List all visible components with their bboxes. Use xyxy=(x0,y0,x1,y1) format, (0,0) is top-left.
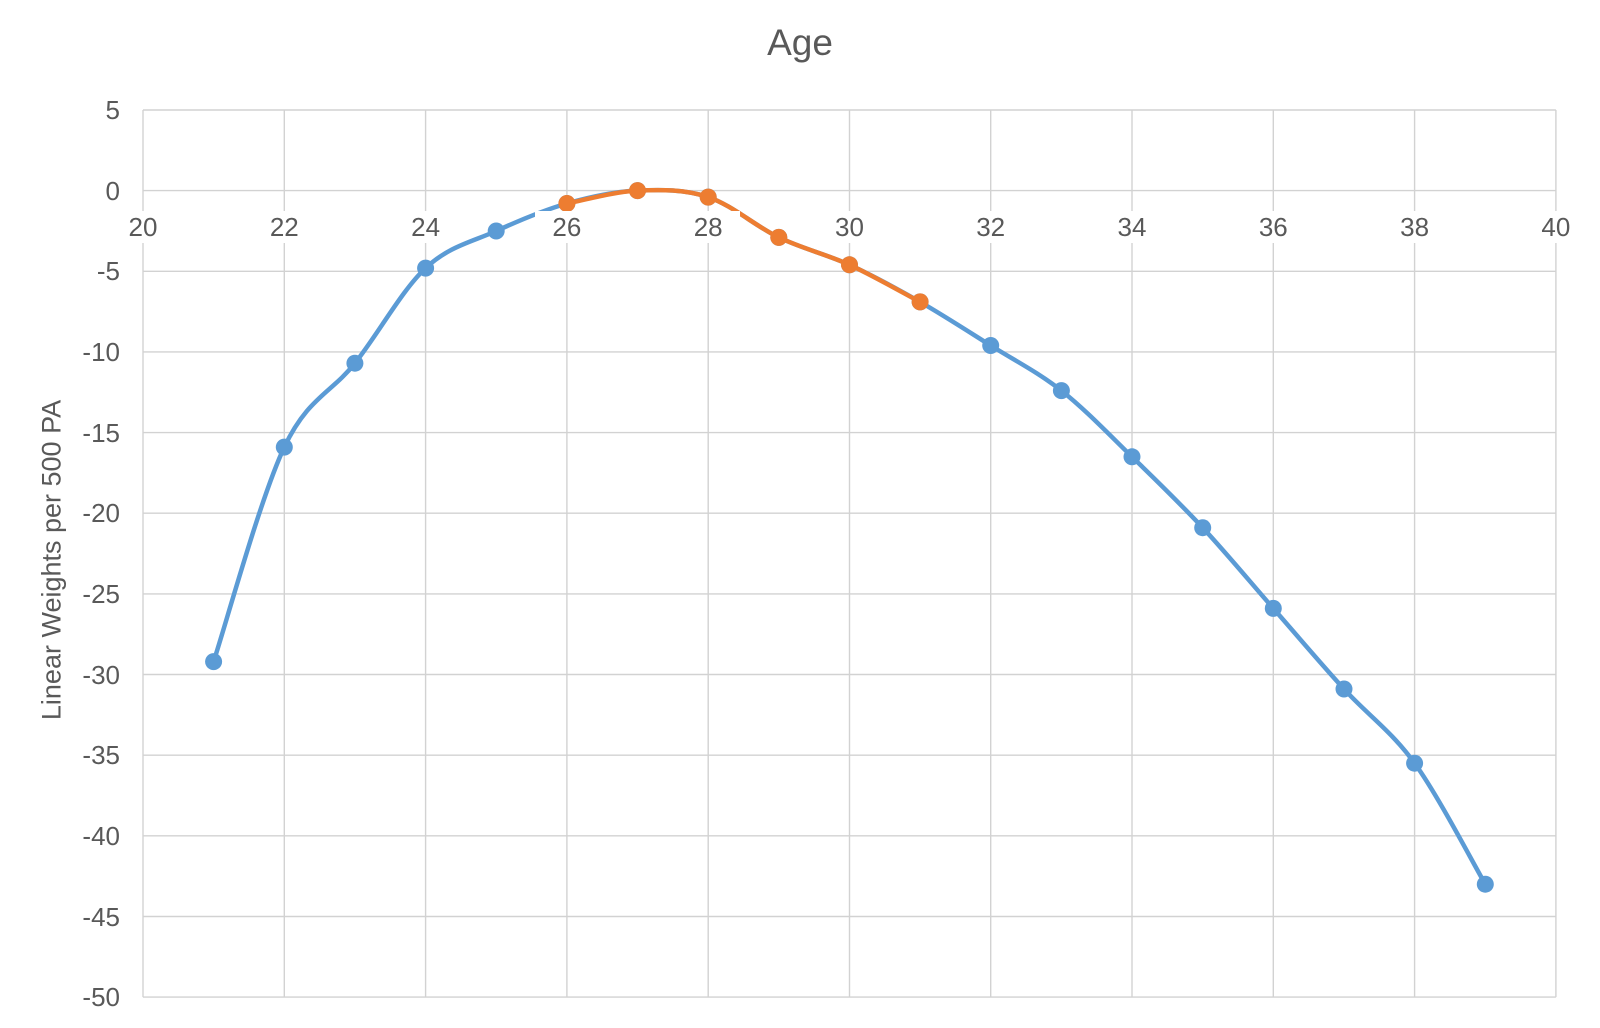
y-tick-label--50: -50 xyxy=(82,982,120,1013)
data-point-peak-ages-26-31 xyxy=(911,293,929,311)
data-point-all-ages xyxy=(1264,599,1282,617)
data-point-all-ages xyxy=(1406,754,1424,772)
y-tick-label--25: -25 xyxy=(82,578,120,609)
y-tick-label--35: -35 xyxy=(82,740,120,771)
data-point-all-ages xyxy=(487,222,505,240)
y-tick-label-0: 0 xyxy=(105,175,120,206)
data-point-peak-ages-26-31 xyxy=(699,188,717,206)
y-tick-label--5: -5 xyxy=(96,256,120,287)
data-point-peak-ages-26-31 xyxy=(558,195,576,212)
y-tick-label-5: 5 xyxy=(105,95,120,125)
x-tick-label-38: 38 xyxy=(1382,211,1447,243)
x-tick-label-24: 24 xyxy=(393,211,458,243)
x-tick-label-32: 32 xyxy=(958,211,1023,243)
data-point-all-ages xyxy=(205,653,223,671)
data-point-all-ages xyxy=(1335,680,1353,698)
x-tick-label-34: 34 xyxy=(1100,211,1164,243)
data-point-all-ages xyxy=(1123,448,1141,466)
data-point-all-ages xyxy=(275,438,293,456)
data-point-all-ages xyxy=(1194,519,1212,537)
x-tick-label-28: 28 xyxy=(676,211,741,243)
y-tick-label--20: -20 xyxy=(82,498,120,529)
x-tick-label-20: 20 xyxy=(111,211,175,243)
data-point-peak-ages-26-31 xyxy=(841,256,858,274)
data-point-all-ages xyxy=(1052,382,1070,400)
data-point-all-ages xyxy=(346,354,364,372)
y-tick-label--40: -40 xyxy=(82,820,120,851)
x-tick-label-40: 40 xyxy=(1523,211,1588,243)
y-tick-label--10: -10 xyxy=(82,336,120,367)
y-tick-label--45: -45 xyxy=(82,901,120,932)
x-tick-label-30: 30 xyxy=(817,211,882,243)
series-line-peak-ages-26-31 xyxy=(564,187,923,305)
data-point-all-ages xyxy=(417,259,435,277)
x-tick-label-36: 36 xyxy=(1241,211,1306,243)
x-tick-label-26: 26 xyxy=(534,211,599,243)
data-point-peak-ages-26-31 xyxy=(770,228,788,246)
chart-title: Age xyxy=(767,22,833,63)
data-point-peak-ages-26-31 xyxy=(629,182,646,200)
data-point-all-ages xyxy=(1476,875,1494,893)
x-tick-label-22: 22 xyxy=(252,211,317,243)
data-point-all-ages xyxy=(982,337,1000,354)
y-tick-label--15: -15 xyxy=(82,417,120,448)
y-tick-label--30: -30 xyxy=(82,659,120,690)
